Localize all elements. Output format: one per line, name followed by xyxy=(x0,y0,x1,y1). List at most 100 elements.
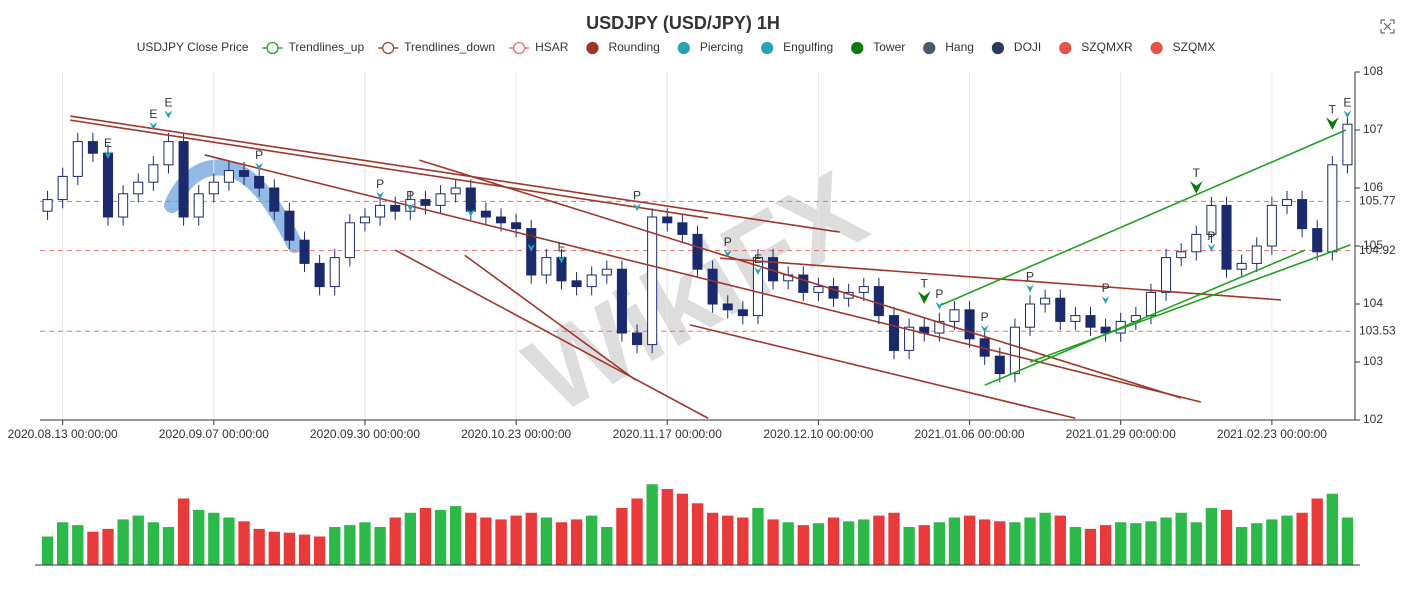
pattern-label: P xyxy=(935,287,943,301)
volume-bar xyxy=(434,509,447,565)
candle-body xyxy=(435,193,446,206)
volume-bar xyxy=(147,522,160,565)
volume-bar xyxy=(57,522,69,565)
level-label: 104.92 xyxy=(1359,243,1396,257)
candle-body xyxy=(450,187,461,195)
candle-body xyxy=(284,210,295,241)
candle-body xyxy=(1312,228,1323,253)
pattern-marker xyxy=(1101,296,1110,304)
pattern-label: P xyxy=(724,235,732,249)
volume-bar xyxy=(1099,525,1112,565)
legend-symbol xyxy=(1059,41,1072,55)
candle-body xyxy=(420,199,431,206)
volume-bar xyxy=(283,532,296,565)
pattern-label: E xyxy=(1343,96,1351,110)
pattern-marker xyxy=(466,209,475,217)
pattern-label: P xyxy=(376,177,384,191)
trendline xyxy=(204,154,1202,403)
pattern-label: P xyxy=(406,188,414,202)
candle-body xyxy=(904,326,915,351)
candle-body xyxy=(994,355,1005,375)
volume-bar xyxy=(903,527,915,565)
volume-bar xyxy=(782,522,794,565)
candle-body xyxy=(1191,233,1202,253)
volume-bar xyxy=(72,525,84,565)
volume-bar xyxy=(540,517,553,565)
legend-symbol xyxy=(677,41,690,55)
pattern-label: T xyxy=(921,276,929,290)
volume-bar xyxy=(465,512,477,565)
candle-body xyxy=(1221,204,1232,270)
volume-bar xyxy=(344,525,356,565)
volume-bar xyxy=(722,515,734,565)
volume-bar xyxy=(1054,515,1066,565)
volume-bar xyxy=(706,512,719,565)
pattern-marker xyxy=(633,203,642,212)
volume-bar xyxy=(661,489,673,565)
y-tick-label: 104 xyxy=(1363,296,1383,310)
volume-bar xyxy=(253,528,265,565)
candle-body xyxy=(1161,257,1172,293)
legend-label: Hang xyxy=(945,40,974,54)
candle-body xyxy=(541,257,552,276)
volume-bar xyxy=(1266,519,1278,565)
pattern-marker xyxy=(557,255,566,264)
volume-bar xyxy=(389,517,401,565)
x-tick-label: 2021.01.29 00:00:00 xyxy=(1066,427,1176,441)
candle-body xyxy=(1281,199,1293,206)
legend-symbol xyxy=(923,41,936,55)
y-tick-label: 105 xyxy=(1363,238,1383,252)
volume-bar xyxy=(177,498,190,565)
volume-bar xyxy=(208,512,220,565)
x-tick-label: 2020.11.17 00:00:00 xyxy=(613,427,723,441)
candle-body xyxy=(616,268,627,334)
candle-body xyxy=(193,193,204,218)
legend-symbol xyxy=(761,41,774,55)
volume-bar xyxy=(555,522,568,565)
x-tick-label: 2020.09.07 00:00:00 xyxy=(159,427,269,441)
volume-bar xyxy=(1069,527,1082,565)
legend-symbol xyxy=(266,41,279,55)
candle-body xyxy=(1176,251,1187,259)
volume-bar xyxy=(238,521,250,565)
legend-symbol xyxy=(512,41,526,55)
volume-bar xyxy=(193,509,205,565)
volume-bar xyxy=(842,521,855,565)
volume-bar xyxy=(329,527,341,565)
pattern-label: E xyxy=(557,241,565,255)
pattern-marker xyxy=(149,122,158,130)
volume-bar xyxy=(1296,512,1308,565)
volume-bar xyxy=(1235,527,1248,565)
candle-body xyxy=(72,141,83,177)
candle-body xyxy=(269,187,280,212)
pattern-marker xyxy=(1343,110,1352,119)
volume-bar xyxy=(601,527,613,565)
legend-symbol xyxy=(851,41,864,55)
volume-bar xyxy=(812,523,825,565)
candle-body xyxy=(858,286,869,293)
pattern-label: E xyxy=(754,252,762,266)
legend-label: Trendlines_up xyxy=(289,40,365,54)
pattern-label: P xyxy=(1207,229,1215,243)
candle-body xyxy=(390,204,401,212)
candle-body xyxy=(344,222,355,259)
candle-body xyxy=(511,222,522,230)
pattern-label: E xyxy=(104,136,112,150)
volume-bar xyxy=(117,519,129,565)
legend-label: Engulfing xyxy=(783,40,833,54)
legend-label: USDJPY Close Price xyxy=(137,40,249,54)
toolbox-icon[interactable] xyxy=(1380,19,1395,34)
volume-bar xyxy=(963,515,976,565)
candle-body xyxy=(299,239,310,264)
volume-bar xyxy=(979,519,991,565)
volume-bar xyxy=(767,519,779,565)
candle-body xyxy=(148,164,159,183)
volume-bar xyxy=(1175,512,1187,565)
legend-label: Tower xyxy=(873,40,905,54)
volume-bar xyxy=(1205,508,1218,565)
volume-bar xyxy=(858,519,870,565)
pattern-marker xyxy=(723,249,732,258)
y-tick-label: 108 xyxy=(1363,64,1383,78)
volume-bar xyxy=(676,493,689,565)
legend-label: Piercing xyxy=(700,40,743,54)
